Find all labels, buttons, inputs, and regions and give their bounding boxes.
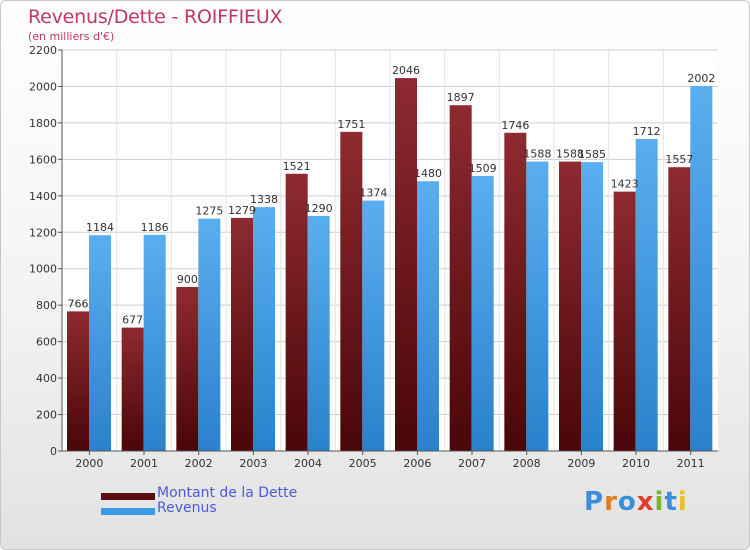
x-tick-label: 2009 bbox=[567, 457, 595, 470]
data-label-revenus: 1184 bbox=[86, 221, 114, 234]
bar-debt bbox=[504, 132, 527, 451]
data-label-debt: 1557 bbox=[665, 153, 693, 166]
x-tick-label: 2000 bbox=[75, 457, 103, 470]
data-label-revenus: 1588 bbox=[523, 148, 551, 161]
x-tick-label: 2006 bbox=[403, 457, 431, 470]
bar-debt bbox=[613, 191, 636, 451]
y-tick-label: 1200 bbox=[29, 226, 57, 239]
bar-debt bbox=[285, 173, 308, 451]
legend-swatch-revenus bbox=[101, 508, 155, 515]
data-label-revenus: 1186 bbox=[141, 221, 169, 234]
y-tick-label: 0 bbox=[50, 445, 57, 458]
bar-revenus bbox=[471, 175, 494, 452]
bar-revenus bbox=[526, 161, 549, 451]
data-label-revenus: 1290 bbox=[305, 202, 333, 215]
y-tick-label: 1000 bbox=[29, 263, 57, 276]
bar-debt bbox=[559, 161, 581, 451]
logo-letter: i bbox=[654, 487, 665, 517]
y-tick-label: 400 bbox=[36, 372, 57, 385]
y-tick-label: 1600 bbox=[29, 153, 57, 166]
bar-revenus bbox=[362, 200, 385, 451]
x-tick-label: 2011 bbox=[677, 457, 705, 470]
x-tick-label: 2004 bbox=[294, 457, 322, 470]
bar-revenus bbox=[417, 181, 439, 451]
y-tick-label: 1400 bbox=[29, 190, 57, 203]
legend-label-revenus: Revenus bbox=[157, 500, 217, 516]
logo-letter: i bbox=[677, 487, 688, 517]
logo-letter: o bbox=[617, 487, 637, 517]
bar-debt bbox=[231, 217, 253, 451]
logo-letter: t bbox=[664, 487, 678, 517]
bar-revenus bbox=[581, 162, 603, 452]
x-tick-label: 2005 bbox=[349, 457, 377, 470]
y-tick-label: 600 bbox=[36, 336, 57, 349]
legend-swatch-debt bbox=[101, 493, 155, 500]
bar-revenus bbox=[143, 234, 166, 451]
data-label-debt: 1588 bbox=[556, 148, 584, 161]
logo-letter: r bbox=[604, 487, 618, 517]
data-label-debt: 766 bbox=[68, 297, 89, 310]
bar-debt bbox=[395, 78, 417, 451]
x-tick-label: 2007 bbox=[458, 457, 486, 470]
bars bbox=[67, 78, 713, 452]
y-tick-label: 200 bbox=[36, 409, 57, 422]
x-tick-label: 2002 bbox=[185, 457, 213, 470]
legend-label-debt: Montant de la Dette bbox=[157, 485, 298, 501]
bar-revenus bbox=[635, 138, 658, 451]
logo-letter: P bbox=[584, 487, 605, 517]
bar-debt bbox=[176, 286, 199, 451]
data-label-debt: 677 bbox=[122, 314, 143, 327]
x-tick-label: 2001 bbox=[130, 457, 158, 470]
data-label-debt: 1746 bbox=[501, 119, 529, 132]
data-label-revenus: 2002 bbox=[687, 72, 715, 85]
bar-revenus bbox=[690, 86, 713, 451]
axes: 0 200 400 600 800 1000 1200 1400 1600 1800 2000 220… bbox=[29, 44, 718, 470]
data-label-revenus: 1712 bbox=[633, 125, 661, 138]
data-label-revenus: 1338 bbox=[250, 193, 278, 206]
data-label-debt: 900 bbox=[177, 273, 198, 286]
chart-subtitle: (en milliers d'€) bbox=[28, 30, 115, 43]
bar-debt bbox=[340, 131, 363, 451]
data-label-revenus: 1585 bbox=[578, 148, 606, 161]
x-tick-label: 2008 bbox=[513, 457, 541, 470]
bar-revenus bbox=[307, 215, 330, 451]
data-label-debt: 2046 bbox=[392, 64, 420, 77]
bar-debt bbox=[449, 105, 472, 451]
data-label-debt: 1751 bbox=[337, 118, 365, 131]
y-tick-label: 2200 bbox=[29, 44, 57, 57]
y-tick-label: 800 bbox=[36, 299, 57, 312]
data-label-revenus: 1374 bbox=[359, 187, 387, 200]
data-label-debt: 1521 bbox=[283, 160, 311, 173]
grid-lines bbox=[62, 49, 718, 452]
y-tick-label: 1800 bbox=[29, 117, 57, 130]
data-label-debt: 1279 bbox=[228, 204, 256, 217]
data-label-revenus: 1480 bbox=[414, 167, 442, 180]
bar-debt bbox=[67, 311, 89, 451]
logo-letter: x bbox=[636, 487, 655, 517]
bar-debt bbox=[668, 167, 691, 452]
data-label-debt: 1423 bbox=[611, 178, 639, 191]
bar-revenus bbox=[198, 218, 221, 451]
data-label-revenus: 1275 bbox=[195, 205, 223, 218]
proxiti-logo: Proxiti bbox=[584, 487, 688, 517]
x-tick-label: 2010 bbox=[622, 457, 650, 470]
x-tick-label: 2003 bbox=[239, 457, 267, 470]
bar-revenus bbox=[253, 207, 275, 451]
data-label-revenus: 1509 bbox=[469, 162, 497, 175]
bar-debt bbox=[121, 327, 144, 451]
y-tick-label: 2000 bbox=[29, 80, 57, 93]
chart-title: Revenus/Dette - ROIFFIEUX bbox=[28, 6, 283, 28]
bar-revenus bbox=[89, 235, 111, 451]
data-label-debt: 1897 bbox=[447, 91, 475, 104]
